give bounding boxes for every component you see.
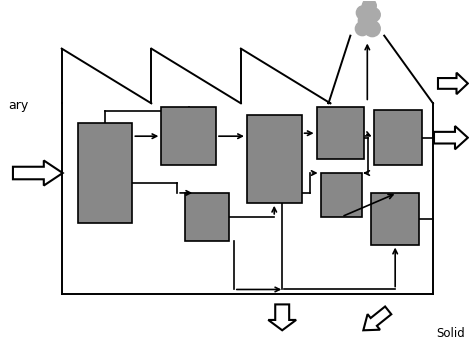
Polygon shape xyxy=(13,161,63,186)
Polygon shape xyxy=(268,304,296,330)
Polygon shape xyxy=(438,73,468,94)
Text: Solid: Solid xyxy=(436,327,465,340)
Bar xyxy=(321,173,362,217)
Polygon shape xyxy=(363,306,391,330)
Text: ary: ary xyxy=(8,99,28,112)
Bar xyxy=(185,193,229,241)
Bar xyxy=(317,107,365,159)
Bar xyxy=(78,123,132,223)
Circle shape xyxy=(355,22,369,36)
Circle shape xyxy=(357,6,370,20)
Bar xyxy=(247,115,301,203)
Polygon shape xyxy=(434,126,468,149)
Bar xyxy=(374,110,422,165)
Bar xyxy=(161,107,216,165)
Bar xyxy=(371,193,419,245)
Circle shape xyxy=(362,0,376,13)
Circle shape xyxy=(365,21,380,37)
Circle shape xyxy=(358,12,376,30)
Circle shape xyxy=(366,8,380,22)
